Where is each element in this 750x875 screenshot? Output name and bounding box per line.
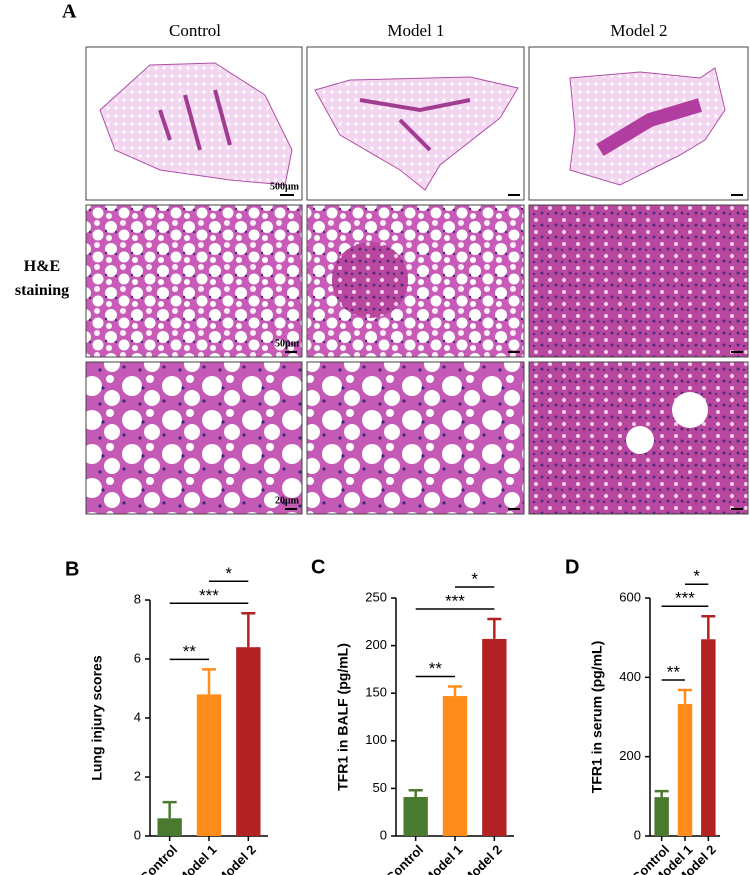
y-tick-label: 100 xyxy=(365,732,387,747)
y-tick-label: 150 xyxy=(365,685,387,700)
error-bar xyxy=(162,800,177,819)
significance-label: ** xyxy=(183,642,197,661)
y-axis-label: TFR1 in BALF (pg/mL) xyxy=(335,643,351,791)
significance-label: * xyxy=(693,567,700,586)
significance-label: *** xyxy=(675,589,695,608)
bar xyxy=(482,638,507,836)
micrograph xyxy=(85,361,303,515)
y-tick-label: 2 xyxy=(134,768,141,783)
significance-label: * xyxy=(471,569,478,588)
x-tick-label: Model 2 xyxy=(214,842,259,875)
error-bar xyxy=(448,685,462,697)
bar xyxy=(196,694,222,836)
significance-label: * xyxy=(225,564,232,583)
scale-label: 500μm xyxy=(270,181,300,192)
vessel xyxy=(359,98,471,152)
bar xyxy=(701,639,716,836)
row-label-box: H&E staining xyxy=(14,258,70,299)
column-label: Model 1 xyxy=(387,21,444,40)
y-axis-label: Lung injury scores xyxy=(89,655,105,780)
y-axis-label: TFR1 in serum (pg/mL) xyxy=(589,641,605,793)
y-tick-label: 6 xyxy=(134,650,141,665)
tissue xyxy=(314,76,519,191)
column-label: Control xyxy=(169,21,221,40)
y-tick-label: 200 xyxy=(619,748,641,763)
panel-label: B xyxy=(65,558,79,580)
bar xyxy=(654,797,669,836)
alveolus xyxy=(626,426,654,454)
y-tick-label: 8 xyxy=(134,591,141,606)
bar xyxy=(677,703,693,836)
x-tick-label: Control xyxy=(383,842,426,875)
error-bar xyxy=(408,789,423,797)
micrograph-row: 500μm xyxy=(85,46,749,201)
error-bar xyxy=(202,668,216,695)
dense-region xyxy=(596,98,703,157)
y-tick-label: 200 xyxy=(365,637,387,652)
y-tick-label: 0 xyxy=(634,827,641,842)
micrograph xyxy=(306,361,525,515)
error-bar xyxy=(241,612,256,648)
micrograph-row: 50μm xyxy=(85,204,749,358)
y-tick-label: 0 xyxy=(134,827,141,842)
panel-label: A xyxy=(62,1,77,23)
vessel xyxy=(158,89,232,151)
panel-label: C xyxy=(311,556,325,578)
y-tick-label: 50 xyxy=(373,780,387,795)
significance-label: ** xyxy=(429,659,443,678)
bar xyxy=(442,696,468,836)
error-bar xyxy=(701,614,716,640)
error-bar xyxy=(678,688,692,704)
y-tick-label: 250 xyxy=(365,589,387,604)
x-tick-label: Model 1 xyxy=(421,842,466,875)
row-label: H&E staining xyxy=(14,258,70,299)
y-tick-label: 4 xyxy=(134,709,141,724)
bar xyxy=(403,796,428,836)
y-tick-label: 600 xyxy=(619,589,641,604)
error-bar xyxy=(487,617,502,639)
alveolus xyxy=(672,392,708,428)
bar xyxy=(236,647,261,836)
inflamed-region xyxy=(332,242,408,318)
error-bar xyxy=(654,789,669,798)
significance-label: *** xyxy=(199,586,219,605)
tissue xyxy=(99,62,293,186)
x-tick-label: Control xyxy=(137,842,180,875)
x-tick-label: Model 2 xyxy=(460,842,505,875)
y-tick-label: 400 xyxy=(619,669,641,684)
column-label: Model 2 xyxy=(610,21,667,40)
significance-label: ** xyxy=(667,663,681,682)
scale-label: 50μm xyxy=(275,338,300,349)
x-tick-label: Model 1 xyxy=(175,842,220,875)
significance-label: *** xyxy=(445,591,465,610)
panel-label: D xyxy=(565,556,579,578)
scale-label: 20μm xyxy=(275,495,300,506)
micrograph xyxy=(528,204,749,358)
bar xyxy=(157,818,182,836)
micrograph-row: 20μm xyxy=(85,361,749,515)
micrograph xyxy=(85,204,303,358)
y-tick-label: 0 xyxy=(380,827,387,842)
